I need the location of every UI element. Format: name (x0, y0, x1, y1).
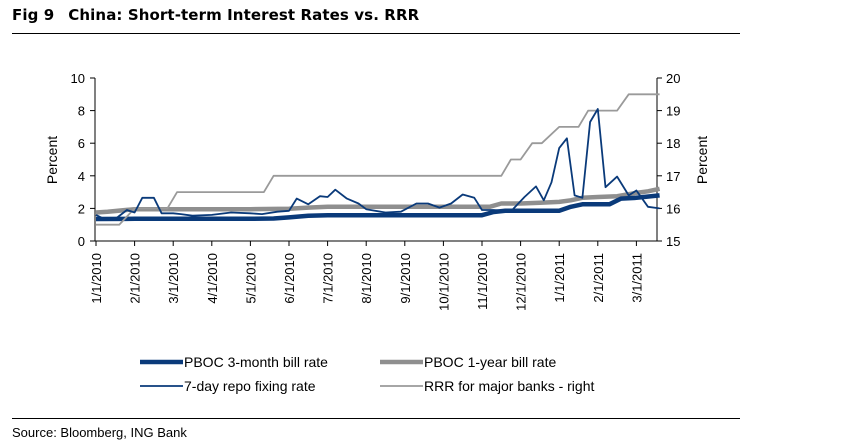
x-tick-label: 7/1/2010 (321, 253, 336, 304)
series-rrr-for-major-banks-right (96, 93, 660, 226)
x-tick-label: 1/1/2010 (89, 253, 104, 304)
figure-number: Fig 9 (12, 6, 55, 24)
y-tick-label-left: 4 (78, 169, 85, 184)
y-axis-title-right: Percent (694, 136, 710, 184)
series-pboc-1-year-bill-rate (95, 186, 661, 215)
y-tick-label-right: 19 (666, 104, 680, 119)
y-tick-label-left: 6 (78, 136, 85, 151)
legend-label: 7-day repo fixing rate (184, 378, 316, 394)
y-axis-title-left: Percent (44, 136, 60, 184)
x-tick-label: 10/1/2010 (436, 253, 451, 311)
x-tick-label: 2/1/2010 (128, 253, 143, 304)
title-rule (12, 33, 740, 34)
legend-label: RRR for major banks - right (424, 378, 594, 394)
figure-title-text: China: Short-term Interest Rates vs. RRR (68, 6, 420, 24)
legend-label: PBOC 3-month bill rate (184, 354, 328, 370)
y-tick-label-left: 8 (78, 104, 85, 119)
x-tick-label: 3/1/2010 (166, 253, 181, 304)
x-tick-label: 5/1/2010 (243, 253, 258, 304)
x-tick-label: 8/1/2010 (359, 253, 374, 304)
x-tick-label: 12/1/2010 (514, 253, 529, 311)
figure-title: Fig 9 China: Short-term Interest Rates vs… (12, 6, 419, 24)
legend: PBOC 3-month bill rate PBOC 1-year bill r… (140, 354, 594, 394)
x-tick-label: 9/1/2010 (398, 253, 413, 304)
source-rule (12, 418, 740, 419)
y-tick-label-right: 17 (666, 169, 680, 184)
x-tick-label: 3/1/2011 (629, 253, 644, 303)
y-tick-label-right: 20 (666, 71, 680, 86)
series-pboc-3-month-bill-rate (95, 193, 660, 222)
x-tick-label: 1/1/2011 (552, 253, 567, 303)
y-tick-label-right: 18 (666, 136, 680, 151)
series-7-day-repo-fixing-rate (95, 108, 660, 221)
x-tick-label: 6/1/2010 (282, 253, 297, 304)
axes: 0 2 4 6 8 10 15 16 17 18 19 20 1/1/2010 2/1/2010 3/1/2… (71, 71, 681, 311)
y-tick-label-left: 10 (71, 71, 85, 86)
x-tick-label: 11/1/2010 (475, 253, 490, 310)
x-tick-label: 2/1/2011 (591, 253, 606, 303)
series-layer (95, 93, 661, 226)
y-tick-label-right: 16 (666, 201, 680, 216)
y-tick-label-left: 0 (78, 234, 85, 249)
y-tick-label-right: 15 (666, 234, 680, 249)
y-tick-label-left: 2 (78, 201, 85, 216)
source-note: Source: Bloomberg, ING Bank (12, 425, 187, 440)
legend-label: PBOC 1-year bill rate (424, 354, 556, 370)
x-tick-label: 4/1/2010 (205, 253, 220, 304)
